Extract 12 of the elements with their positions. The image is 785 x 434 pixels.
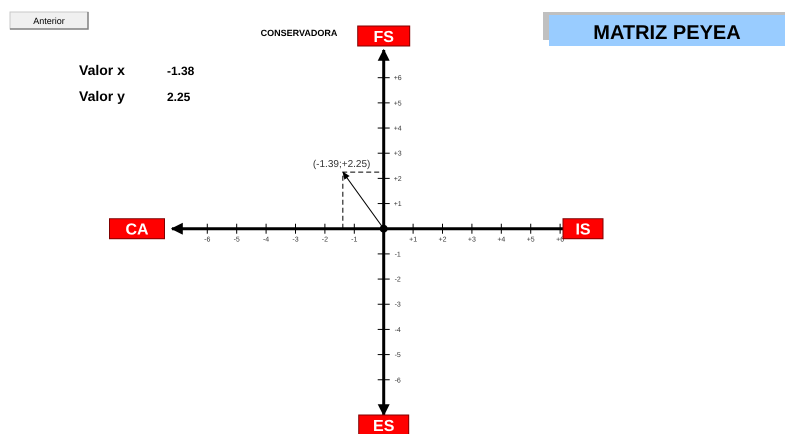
text: Anterior <box>33 16 65 26</box>
text: FS <box>373 29 394 46</box>
text: Valor x <box>79 62 126 78</box>
text: CONSERVADORA <box>260 28 338 38</box>
annotation: -1.38 <box>167 64 195 78</box>
text: CA <box>125 222 149 239</box>
text: MATRIZ PEYEA <box>593 22 741 44</box>
text: IS <box>575 222 591 239</box>
text: ES <box>373 418 395 434</box>
annotation: (-1.39;+2.25) <box>312 159 370 170</box>
text: Valor y <box>79 88 126 104</box>
annotation: 2.25 <box>167 90 191 104</box>
